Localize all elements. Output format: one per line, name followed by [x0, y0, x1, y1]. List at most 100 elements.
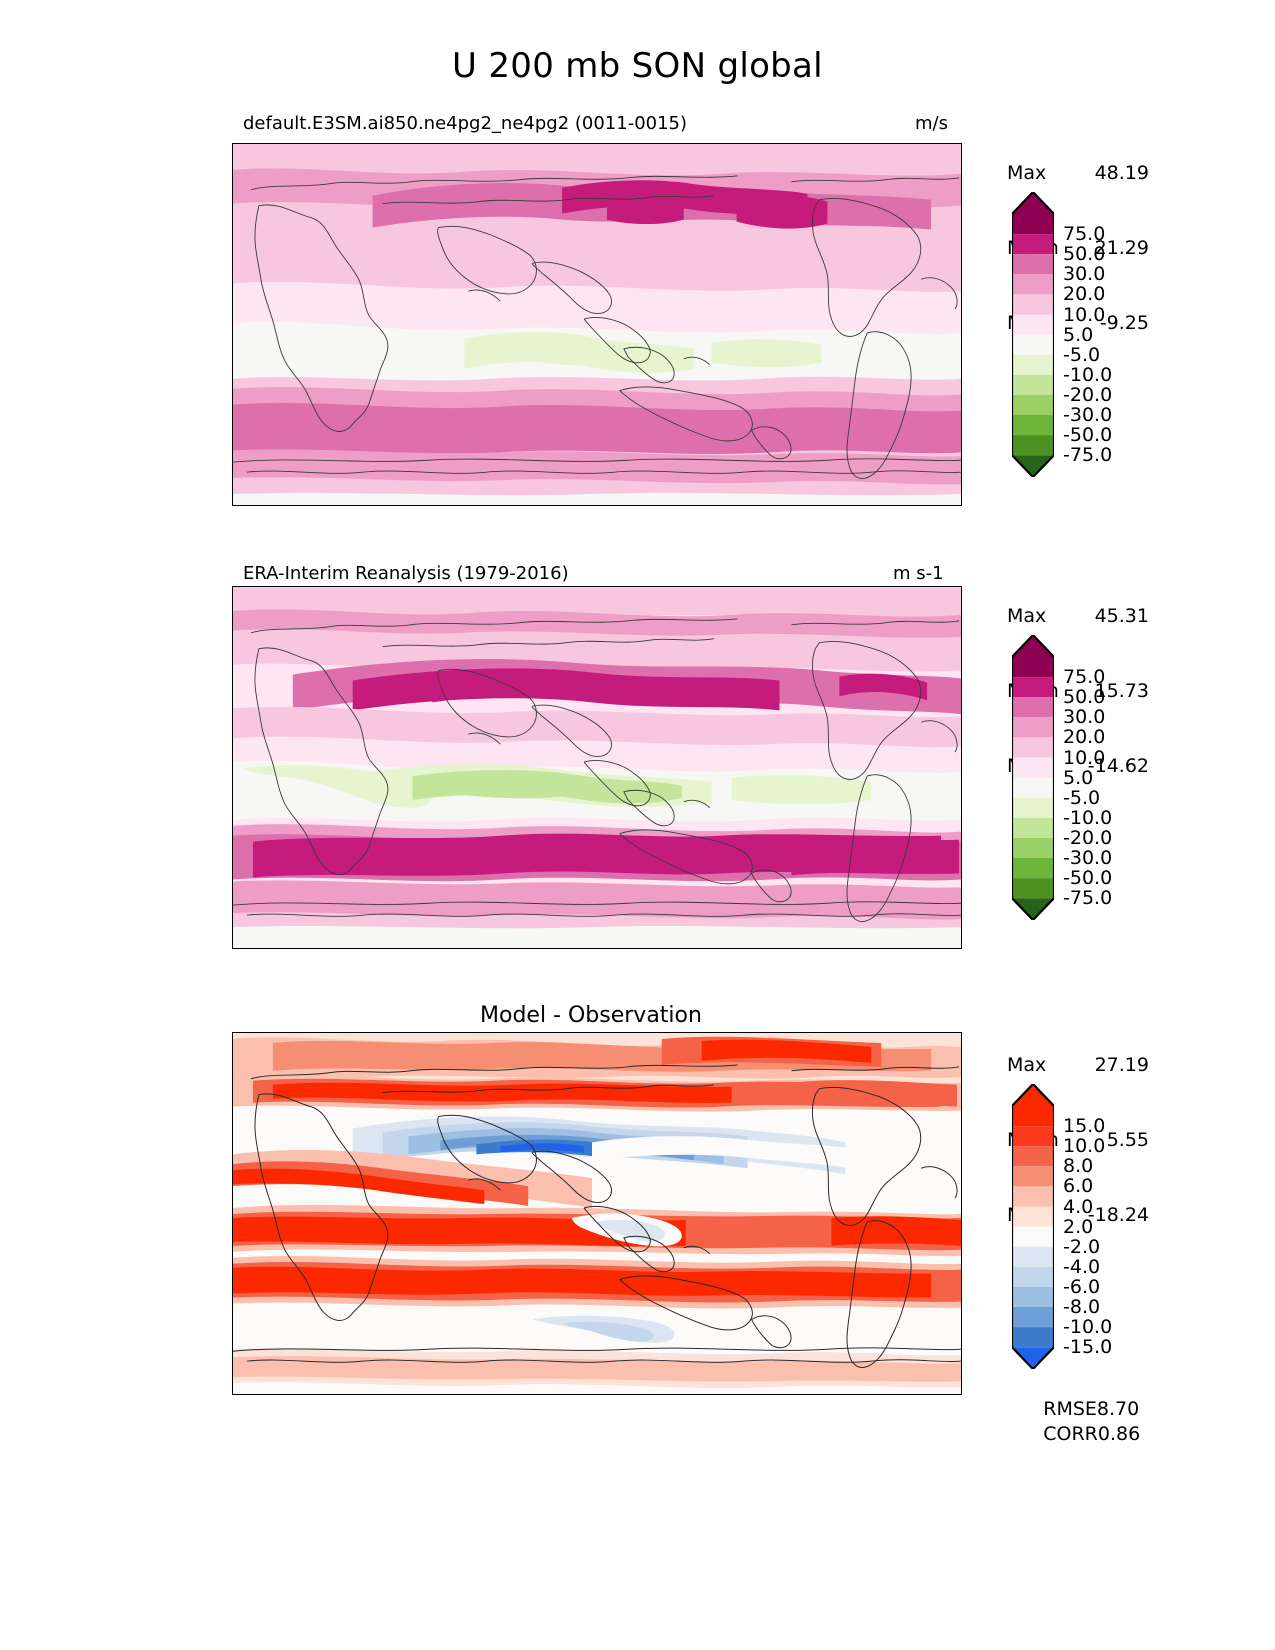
tickmark-lon-60w — [841, 948, 842, 949]
colorbar-tick: -50.0 — [1063, 424, 1113, 447]
colorbar-tick: -15.0 — [1063, 1336, 1113, 1359]
tickmark-lon-60e — [355, 948, 356, 949]
map-difference[interactable]: 90°N 60°N 30°N 0° 30°S 60°S 90°S 0°E 60°… — [232, 1032, 962, 1395]
tickmark-lat-0 — [232, 1215, 233, 1216]
colorbar-tick: -30.0 — [1063, 404, 1113, 426]
colorbar-tick: 8.0 — [1063, 1155, 1094, 1178]
tickmark-lat-60s — [232, 1336, 233, 1337]
colorbar-observation[interactable]: 75.0 50.0 30.0 20.0 10.0 5.0 -5.0 -10.0 … — [1010, 633, 1112, 922]
tickmark-lat-30n — [232, 265, 233, 266]
colorbar-tick: -8.0 — [1063, 1296, 1101, 1318]
tickmark-lat-30s — [232, 386, 233, 387]
tickmark-lat-30n — [232, 1154, 233, 1155]
colorbar-tick: 30.0 — [1063, 706, 1106, 729]
tickmark-lon-180 — [598, 505, 599, 506]
colorbar-tick: 5.0 — [1063, 766, 1094, 789]
colorbar-tick: -2.0 — [1063, 1235, 1101, 1258]
colorbar-tick: 20.0 — [1063, 726, 1106, 749]
colorbar-tick: 15.0 — [1063, 1115, 1106, 1138]
colorbar-tick: 10.0 — [1063, 303, 1106, 326]
stats-difference-footer: RMSE8.70 CORR0.86 — [1007, 1372, 1140, 1472]
stat-rmse-label: RMSE — [1043, 1398, 1097, 1420]
tickmark-lon-60w — [841, 505, 842, 506]
colorbar-tick: 75.0 — [1063, 666, 1106, 689]
stat-corr-value: 0.86 — [1097, 1423, 1141, 1445]
tickmark-lon-120w — [720, 948, 721, 949]
map-difference-contours — [233, 1033, 961, 1394]
map-model-contours — [233, 144, 961, 505]
tickmark-lon-0e — [233, 505, 234, 506]
stat-max-label: Max — [1007, 1054, 1047, 1076]
colorbar-tick: 5.0 — [1063, 323, 1094, 346]
tickmark-lon-180 — [598, 1394, 599, 1395]
colorbar-observation-swatches — [1010, 633, 1056, 922]
colorbar-tick: -5.0 — [1063, 343, 1101, 366]
map-model[interactable]: 90°N 60°N 30°N 0° 30°S 60°S 90°S 0°E 60°… — [232, 143, 962, 506]
figure-title: U 200 mb SON global — [452, 46, 823, 86]
colorbar-tick: 30.0 — [1063, 263, 1106, 286]
colorbar-tick: -20.0 — [1063, 383, 1113, 406]
colorbar-tick: -20.0 — [1063, 826, 1113, 849]
tickmark-lon-120e — [476, 1394, 477, 1395]
stat-max-value: 45.31 — [1094, 605, 1149, 627]
colorbar-tick: 50.0 — [1063, 686, 1106, 709]
colorbar-tick: -75.0 — [1063, 887, 1113, 910]
colorbar-tick: 6.0 — [1063, 1175, 1094, 1198]
stat-mean-value: 21.29 — [1094, 237, 1149, 259]
tickmark-lat-60n — [232, 1094, 233, 1095]
colorbar-model[interactable]: 75.0 50.0 30.0 20.0 10.0 5.0 -5.0 -10.0 … — [1010, 190, 1112, 479]
colorbar-tick: 2.0 — [1063, 1215, 1094, 1238]
stat-max-row: Max 45.31 — [1007, 604, 1149, 629]
colorbar-tick: 10.0 — [1063, 746, 1106, 769]
tickmark-lat-30n — [232, 708, 233, 709]
colorbar-tick: -4.0 — [1063, 1255, 1101, 1278]
colorbar-difference[interactable]: 15.0 10.0 8.0 6.0 4.0 2.0 -2.0 -4.0 -6.0… — [1010, 1082, 1112, 1371]
colorbar-difference-swatches — [1010, 1082, 1056, 1371]
tickmark-lat-60s — [232, 890, 233, 891]
stat-rmse-row: RMSE8.70 — [1043, 1398, 1139, 1420]
panel-model-units: m/s — [915, 113, 948, 134]
tickmark-lat-90n — [232, 144, 233, 145]
map-observation-contours — [233, 587, 961, 948]
colorbar-tick: -30.0 — [1063, 847, 1113, 869]
stat-max-row: Max 48.19 — [1007, 161, 1149, 186]
tickmark-lat-30s — [232, 1275, 233, 1276]
colorbar-model-swatches — [1010, 190, 1056, 479]
stat-mean-value: 15.73 — [1094, 680, 1149, 702]
stat-max-label: Max — [1007, 605, 1047, 627]
tickmark-lon-60w — [841, 1394, 842, 1395]
colorbar-tick: -5.0 — [1063, 786, 1101, 809]
stat-max-row: Max 27.19 — [1007, 1053, 1149, 1078]
tickmark-lat-60n — [232, 648, 233, 649]
tickmark-lon-120w — [720, 505, 721, 506]
colorbar-tick: 20.0 — [1063, 283, 1106, 306]
tickmark-lon-120e — [476, 948, 477, 949]
tickmark-lon-60e — [355, 1394, 356, 1395]
colorbar-tick: 10.0 — [1063, 1135, 1106, 1158]
colorbar-tick: -6.0 — [1063, 1275, 1101, 1298]
stat-min-value: -18.24 — [1087, 1204, 1149, 1226]
colorbar-tick: -10.0 — [1063, 1316, 1113, 1339]
colorbar-tick: -75.0 — [1063, 444, 1113, 467]
stat-rmse-value: 8.70 — [1096, 1398, 1140, 1420]
tickmark-lat-60n — [232, 205, 233, 206]
tickmark-lat-90n — [232, 1033, 233, 1034]
tickmark-lon-0e — [233, 1394, 234, 1395]
stat-corr-label: CORR — [1043, 1423, 1098, 1445]
tickmark-lon-120w — [720, 1394, 721, 1395]
tickmark-lat-60s — [232, 447, 233, 448]
colorbar-tick: 50.0 — [1063, 243, 1106, 266]
tickmark-lon-180 — [598, 948, 599, 949]
stat-max-label: Max — [1007, 162, 1047, 184]
tickmark-lon-60e — [355, 505, 356, 506]
colorbar-tick: -50.0 — [1063, 867, 1113, 890]
tickmark-lat-0 — [232, 326, 233, 327]
colorbar-tick: -10.0 — [1063, 806, 1113, 829]
map-observation[interactable]: 90°N 60°N 30°N 0° 30°S 60°S 90°S 0°E 60°… — [232, 586, 962, 949]
tickmark-lon-120e — [476, 505, 477, 506]
tickmark-lat-0 — [232, 769, 233, 770]
colorbar-tick: 4.0 — [1063, 1195, 1094, 1218]
tickmark-lat-30s — [232, 829, 233, 830]
panel-observation-title: ERA-Interim Reanalysis (1979-2016) — [243, 563, 569, 584]
